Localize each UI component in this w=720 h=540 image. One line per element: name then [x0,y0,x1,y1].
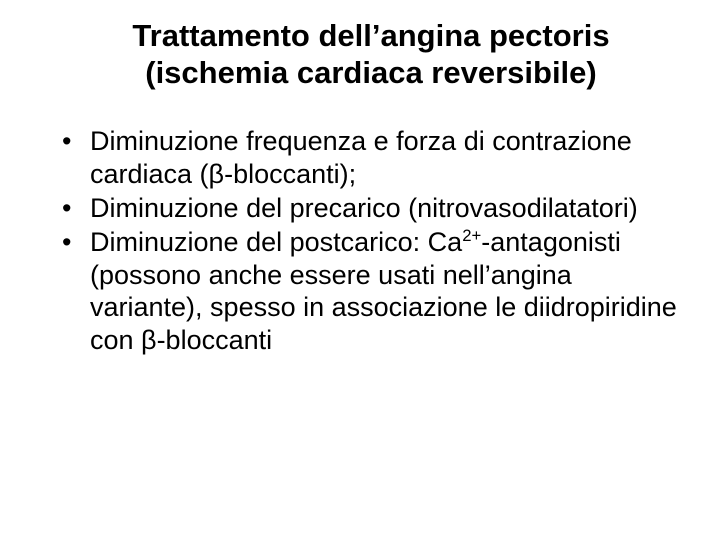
list-item: Diminuzione del precarico (nitrovasodila… [62,192,680,224]
bullet-text: Diminuzione del precarico (nitrovasodila… [90,193,638,223]
list-item: Diminuzione frequenza e forza di contraz… [62,125,680,190]
bullet-list: Diminuzione frequenza e forza di contraz… [62,125,680,356]
superscript: 2+ [462,226,481,245]
slide-title: Trattamento dell’angina pectoris (ischem… [62,18,680,91]
title-line-1: Trattamento dell’angina pectoris [132,18,609,53]
slide: Trattamento dell’angina pectoris (ischem… [0,0,720,540]
bullet-text: Diminuzione frequenza e forza di contraz… [90,126,632,188]
list-item: Diminuzione del postcarico: Ca2+-antagon… [62,226,680,356]
title-line-2: (ischemia cardiaca reversibile) [145,55,596,90]
bullet-text-prefix: Diminuzione del postcarico: Ca [90,227,462,257]
